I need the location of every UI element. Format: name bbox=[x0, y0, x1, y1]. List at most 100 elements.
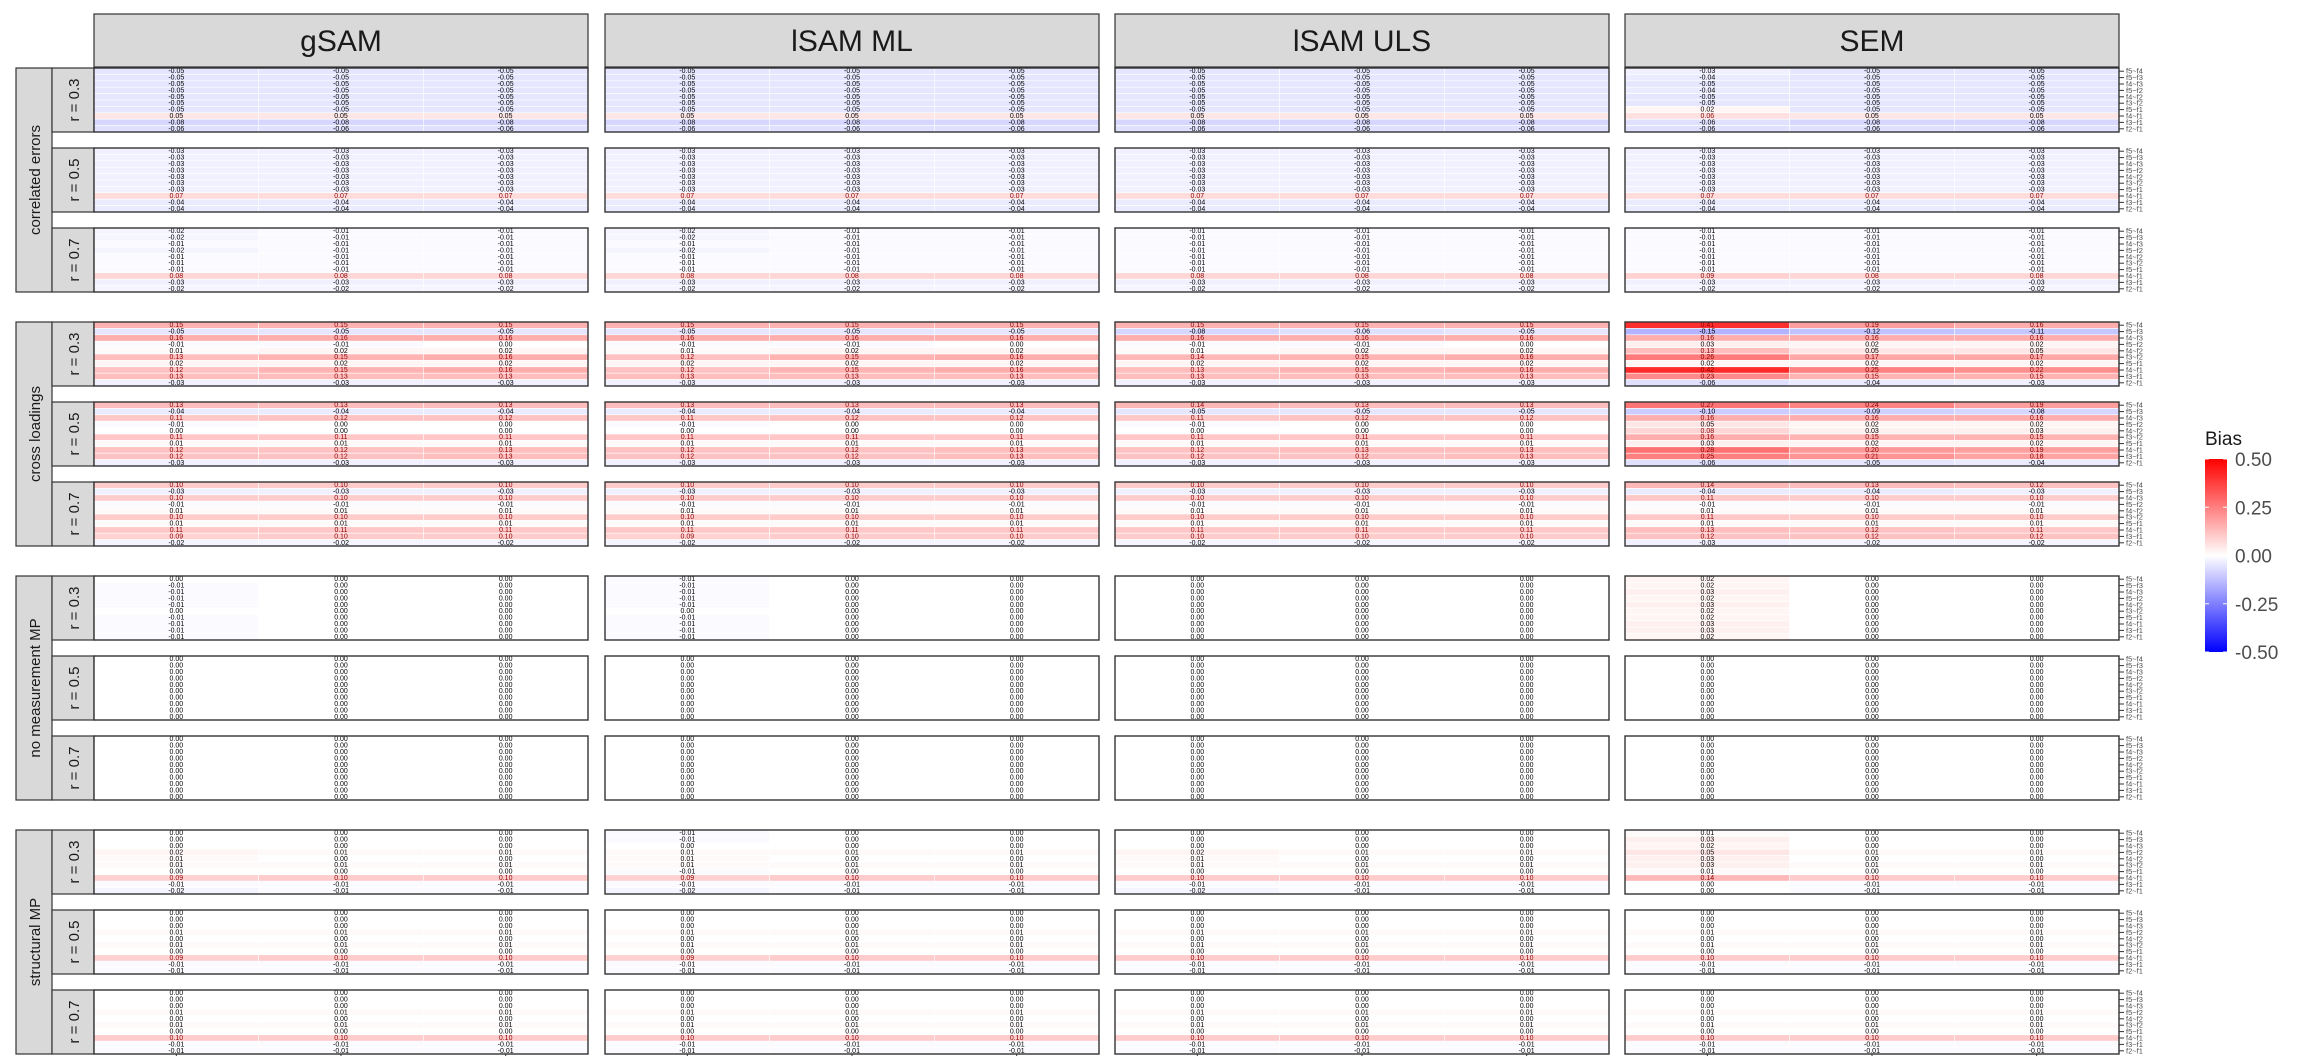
cell-value-label: 0.02 bbox=[1191, 849, 1205, 856]
cell-value-label: -0.05 bbox=[2029, 107, 2045, 114]
cell-value-label: 0.00 bbox=[681, 608, 695, 615]
panel-border bbox=[1114, 67, 1610, 133]
cell-value-label: 0.03 bbox=[1701, 589, 1715, 596]
cell-value-label: 0.01 bbox=[1191, 508, 1205, 515]
cell-value-label: 0.00 bbox=[1520, 856, 1534, 863]
cell-value-label: 0.10 bbox=[1010, 875, 1024, 882]
cell-value-label: 0.00 bbox=[1191, 583, 1205, 590]
cell-value-label: -0.05 bbox=[1699, 100, 1715, 107]
cell-value-label: -0.05 bbox=[2029, 75, 2045, 82]
cell-value-label: 0.11 bbox=[1520, 527, 1533, 534]
cell-value-label: 0.00 bbox=[1355, 675, 1369, 682]
cell-value-label: 0.00 bbox=[845, 707, 859, 714]
cell-value-label: 0.08 bbox=[499, 273, 513, 280]
cell-value-label: 0.19 bbox=[2030, 447, 2044, 454]
cell-value-label: 0.21 bbox=[1865, 453, 1879, 460]
cell-value-label: 0.09 bbox=[170, 533, 184, 540]
cell-value-label: -0.01 bbox=[1354, 241, 1370, 248]
cell-value-label: 0.10 bbox=[681, 514, 695, 521]
cell-value-label: 0.13 bbox=[170, 402, 184, 409]
panel-6-0: 0.00 0.00 0.00-0.01 0.00 0.00-0.01 0.00 0.00-0… bbox=[93, 575, 589, 641]
cell-value-label: 0.15 bbox=[1520, 322, 1534, 329]
cell-value-label: -0.01 bbox=[1864, 881, 1880, 888]
cell-value-label: 0.10 bbox=[1865, 875, 1879, 882]
cell-value-label: 0.00 bbox=[1191, 589, 1205, 596]
cell-value-label: -0.02 bbox=[1864, 540, 1880, 547]
cell-value-label: 0.00 bbox=[1191, 688, 1205, 695]
cell-value-label: 0.00 bbox=[2030, 869, 2044, 876]
panel-border bbox=[1624, 481, 2120, 547]
cell-value-label: 0.00 bbox=[845, 781, 859, 788]
y-axis: f5~f4f5~f3f4~f3f5~f2f4~f2f3~f2f5~f1f4~f1… bbox=[2119, 67, 2143, 1055]
cell-value-label: 0.00 bbox=[170, 775, 184, 782]
cell-value-label: 0.00 bbox=[1520, 669, 1534, 676]
cell-value-label: -0.05 bbox=[498, 107, 514, 114]
cell-value-label: 0.15 bbox=[845, 367, 859, 374]
cell-value-label: 0.00 bbox=[1701, 743, 1715, 750]
cell-value-label: 0.00 bbox=[334, 755, 348, 762]
cell-value-label: 0.10 bbox=[499, 495, 513, 502]
panel-10-3: 0.00 0.00 0.000.00 0.00 0.000.00 0.00 0.000.01… bbox=[1624, 909, 2120, 975]
cell-value-label: -0.03 bbox=[844, 161, 860, 168]
cell-value-label: 0.00 bbox=[1191, 669, 1205, 676]
panel-border bbox=[93, 909, 589, 975]
cell-value-label: -0.01 bbox=[679, 421, 695, 428]
cell-value-label: 0.02 bbox=[1701, 107, 1715, 114]
cell-value-label: 0.00 bbox=[1701, 749, 1715, 756]
cell-value-label: -0.04 bbox=[2029, 460, 2045, 467]
cell-value-label: 0.00 bbox=[1865, 762, 1879, 769]
cell-value-label: -0.04 bbox=[1864, 199, 1880, 206]
panel-11-3: 0.00 0.00 0.000.00 0.00 0.000.00 0.00 0.000.01… bbox=[1624, 989, 2120, 1055]
cell-value-label: -0.01 bbox=[679, 830, 695, 837]
cell-value-label: -0.01 bbox=[1189, 260, 1205, 267]
cell-value-label: 0.07 bbox=[170, 193, 184, 200]
column-strip-0 bbox=[93, 13, 589, 68]
cell-value-label: 0.15 bbox=[1865, 434, 1879, 441]
cell-value-label: 0.00 bbox=[499, 856, 513, 863]
cell-value-label: 0.25 bbox=[1701, 453, 1715, 460]
cell-value-label: -0.03 bbox=[1864, 174, 1880, 181]
cell-value-label: -0.05 bbox=[844, 107, 860, 114]
cell-value-label: -0.01 bbox=[1864, 247, 1880, 254]
panel-border bbox=[1114, 401, 1610, 467]
cell-value-label: 0.15 bbox=[334, 367, 348, 374]
cell-value-label: 0.42 bbox=[1701, 367, 1715, 374]
cell-value-label: 0.01 bbox=[681, 862, 695, 869]
cell-value-label: -0.01 bbox=[844, 341, 860, 348]
cell-value-label: 0.00 bbox=[170, 656, 184, 663]
cell-value-label: 0.00 bbox=[1010, 917, 1024, 924]
cell-value-label: 0.00 bbox=[170, 936, 184, 943]
cell-value-label: -0.01 bbox=[168, 881, 184, 888]
cell-value-label: -0.05 bbox=[1189, 68, 1205, 75]
cell-value-label: 0.00 bbox=[681, 675, 695, 682]
cell-value-label: 0.00 bbox=[1520, 675, 1534, 682]
cell-value-label: -0.01 bbox=[1699, 247, 1715, 254]
panel-0-1: -0.05 -0.05 -0.05-0.05 -0.05 -0.05-0.05 -0.05… bbox=[604, 67, 1100, 133]
cell-value-label: -0.05 bbox=[1519, 107, 1535, 114]
cell-value-label: -0.04 bbox=[844, 199, 860, 206]
cell-value-label: 0.01 bbox=[681, 521, 695, 528]
cell-value-label: 0.00 bbox=[170, 695, 184, 702]
panel-4-0: 0.13 0.13 0.13-0.04 -0.04 -0.040.11 0.12 0.12-… bbox=[93, 401, 589, 467]
cell-value-label: 0.13 bbox=[499, 402, 513, 409]
cell-value-label: -0.04 bbox=[498, 199, 514, 206]
cell-value-label: 0.12 bbox=[681, 453, 695, 460]
cell-value-label: -0.02 bbox=[1189, 540, 1205, 547]
cell-value-label: 0.01 bbox=[1520, 521, 1534, 528]
cell-value-label: -0.08 bbox=[1519, 119, 1535, 126]
cell-value-label: -0.03 bbox=[1864, 148, 1880, 155]
panel-border bbox=[1624, 147, 2120, 213]
cell-value-label: -0.03 bbox=[333, 489, 349, 496]
cell-value-label: 0.00 bbox=[1865, 707, 1879, 714]
cell-value-label: 0.00 bbox=[1520, 627, 1534, 634]
cell-value-label: 0.00 bbox=[334, 843, 348, 850]
cell-value-label: -0.01 bbox=[2029, 235, 2045, 242]
cell-value-label: 0.12 bbox=[845, 447, 859, 454]
cell-value-label: -0.01 bbox=[168, 260, 184, 267]
cell-value-label: -0.01 bbox=[679, 634, 695, 641]
panel-border bbox=[604, 401, 1100, 467]
cell-value-label: 0.00 bbox=[334, 743, 348, 750]
cell-value-label: -0.01 bbox=[679, 267, 695, 274]
cell-value-label: 0.00 bbox=[1865, 688, 1879, 695]
cell-value-label: 0.00 bbox=[170, 608, 184, 615]
